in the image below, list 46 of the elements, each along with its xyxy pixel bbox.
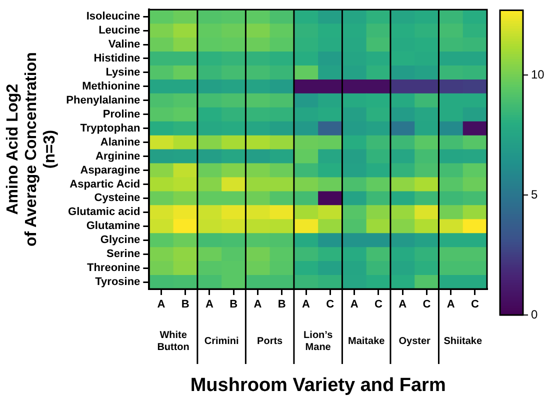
x-tick-label: C (326, 298, 334, 311)
color-bar-label: 0 (531, 307, 538, 322)
x-tick-label: C (470, 298, 479, 311)
x-tick-label: B (230, 298, 238, 311)
y-tick-label: Threonine (87, 262, 140, 274)
y-tick-label: Phenylalanine (66, 94, 140, 106)
y-tick-label: Histidine (94, 52, 140, 65)
y-tick-label: Glycine (100, 234, 140, 246)
y-tick-label: Asparagine (80, 164, 140, 176)
y-tick-label: Tryptophan (80, 122, 140, 134)
x-tick-label: A (302, 298, 310, 311)
text: White Button (157, 330, 190, 353)
y-tick-label: Alanine (100, 136, 140, 148)
y-tick-label: Arginine (96, 150, 140, 162)
y-tick-label: Tyrosine (95, 276, 140, 288)
x-tick-label: A (350, 298, 358, 311)
y-tick-label: Proline (102, 108, 140, 120)
y-tick-label: Leucine (98, 24, 140, 37)
x-tick-label: C (422, 298, 431, 311)
x-tick-label: A (254, 298, 262, 311)
y-axis-title: Amino Acid Log2 of Average Concentration (n=3) (4, 52, 58, 247)
color-bar-label: 10 (531, 67, 545, 82)
y-tick-label: Lysine (106, 66, 140, 78)
x-tick-label: A (398, 298, 407, 311)
x-tick-label: A (446, 298, 455, 311)
text: Ports (257, 336, 284, 347)
text: Maitake (348, 336, 386, 347)
x-tick-label: C (374, 298, 382, 311)
y-tick-label: Glutamine (86, 220, 140, 232)
y-tick-label: Isoleucine (86, 10, 140, 23)
y-tick-label: Valine (108, 38, 140, 51)
y-tick-label: Glutamic acid (68, 206, 140, 218)
x-tick-label: A (157, 298, 166, 311)
color-bar-label: 5 (531, 187, 538, 202)
text: Oyster (398, 336, 431, 347)
y-tick-label: Cysteine (94, 192, 140, 204)
x-tick-label: A (206, 298, 214, 311)
y-tick-label: Methionine (82, 80, 140, 92)
y-tick-label: Aspartic Acid (70, 178, 140, 190)
x-tick-label: B (278, 298, 286, 311)
text: Shiitake (444, 336, 482, 347)
text: Lion’s Mane (304, 330, 334, 353)
x-tick-label: B (181, 298, 190, 311)
x-axis-title: Mushroom Variety and Farm (190, 374, 446, 396)
y-tick-label: Serine (106, 248, 140, 260)
text: Crimini (204, 336, 240, 347)
